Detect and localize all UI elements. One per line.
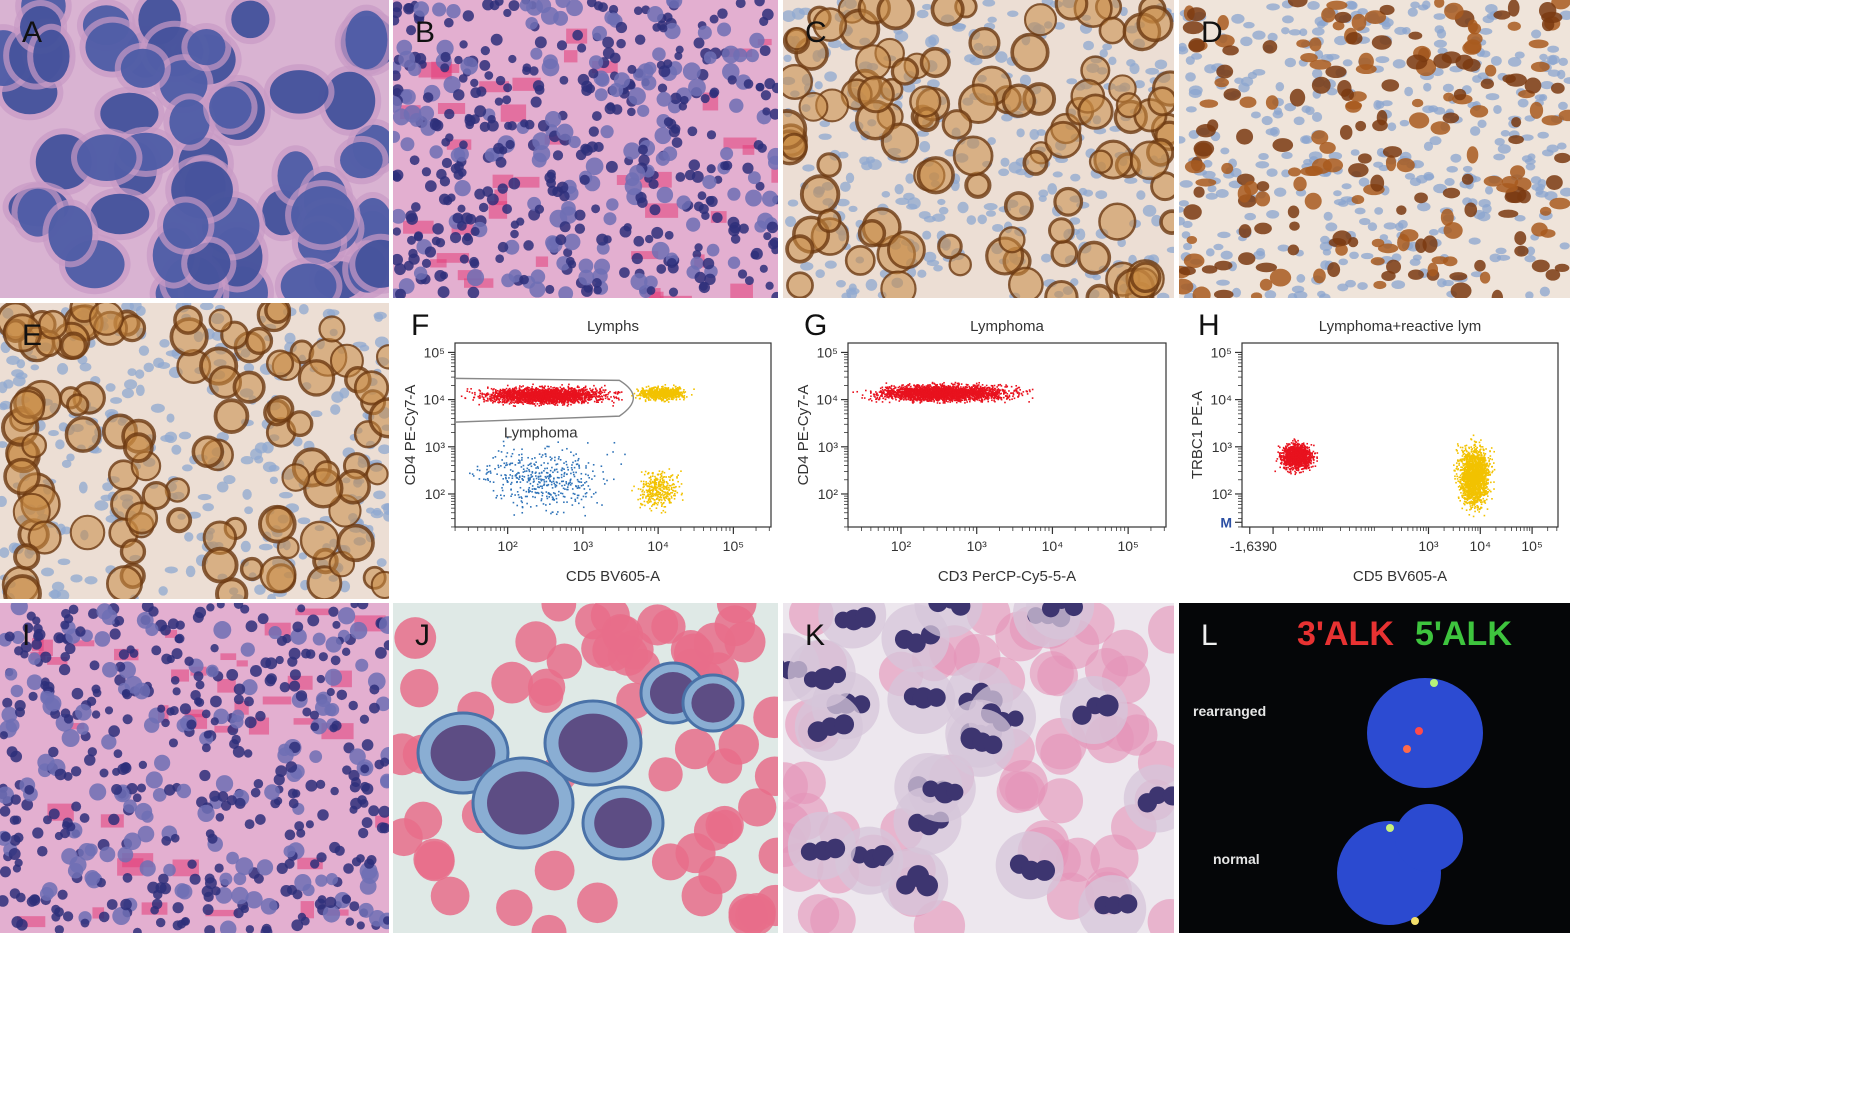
panel-label: D xyxy=(1201,16,1223,49)
x-axis-label: CD3 PerCP-Cy5-5-A xyxy=(938,568,1076,585)
panel-d-micrograph: D xyxy=(1179,0,1570,298)
panel-label: C xyxy=(805,16,827,49)
y-axis-label: CD4 PE-Cy7-A xyxy=(402,385,419,486)
histology-image xyxy=(0,0,389,298)
y-tick-label: 10⁴ xyxy=(423,392,445,408)
panel-j-micrograph: J xyxy=(393,603,778,933)
panel-g-flow-plot: G Lymphoma 10² 10³ 10⁴ 10⁵ 10² 10³ 10⁴ 10⁵ CD3 Pe… xyxy=(786,303,1178,599)
series-lymphoma xyxy=(852,381,1034,405)
panel-label: E xyxy=(22,319,43,352)
x-tick-label: 10⁴ xyxy=(647,538,669,554)
x-axis-label: CD5 BV605-A xyxy=(1353,568,1447,585)
panel-label: A xyxy=(22,16,43,49)
ihc-image xyxy=(0,303,389,599)
x-tick-label: 10⁴ xyxy=(1469,538,1491,554)
panel-e-micrograph: E xyxy=(0,303,389,599)
lymphoma-gate xyxy=(454,377,635,423)
panel-label: B xyxy=(415,16,436,49)
series-reactive xyxy=(631,468,684,514)
y-axis-label: TRBC1 PE-A xyxy=(1189,391,1206,479)
panel-b-micrograph: B xyxy=(393,0,778,298)
x-tick-label: 0 xyxy=(1269,538,1277,554)
plot-title: Lymphs xyxy=(587,318,639,335)
panel-label: F xyxy=(411,309,430,342)
ihc-image xyxy=(1179,0,1570,298)
x-tick-label: 10² xyxy=(498,538,519,554)
y-tick-label: 10⁵ xyxy=(1211,344,1232,360)
panel-k-micrograph: K xyxy=(783,603,1174,933)
panel-label: K xyxy=(805,619,826,652)
cell-label-rearranged: rearranged xyxy=(1193,703,1267,719)
panel-c-micrograph: C xyxy=(783,0,1174,298)
cytology-image xyxy=(393,603,778,933)
series-reactive xyxy=(631,384,695,403)
y-tick-label: 10² xyxy=(818,486,839,502)
series-lymphoma xyxy=(1274,438,1319,476)
cytology-image xyxy=(783,603,1174,933)
plot-frame xyxy=(454,342,772,528)
y-tick-label: 10⁵ xyxy=(424,344,445,360)
y-tick-label: 10⁴ xyxy=(816,392,838,408)
gate-label: Lymphoma xyxy=(504,424,578,441)
panel-label: J xyxy=(415,619,430,652)
x-tick-label: 10⁴ xyxy=(1042,538,1064,554)
series-reactive xyxy=(1453,434,1496,518)
flow-plot-f: Lymphs 10² 10³ 10⁴ 10⁵ 10² 10³ 10⁴ 10⁵ CD5 BV605-… xyxy=(402,318,772,585)
plot-frame xyxy=(1241,342,1559,528)
flow-plot-g: Lymphoma 10² 10³ 10⁴ 10⁵ 10² 10³ 10⁴ 10⁵ CD3 PerC… xyxy=(795,318,1167,585)
panel-f-flow-plot: F Lymphs 10² 10³ 10⁴ 10⁵ 10² 10³ 10⁴ 10⁵ CD5 BV60… xyxy=(393,303,783,599)
plot-title: Lymphoma+reactive lym xyxy=(1319,318,1481,335)
x-tick-label: 10³ xyxy=(1418,538,1439,554)
y-tick-label: 10³ xyxy=(1212,439,1233,455)
cell-label-normal: normal xyxy=(1213,851,1260,867)
panel-label: H xyxy=(1198,309,1220,342)
probe-label-3-alk: 3'ALK xyxy=(1297,615,1394,653)
plot-points xyxy=(460,383,695,517)
plot-points xyxy=(1274,434,1496,518)
panel-h-flow-plot: H Lymphoma+reactive lym -1,639 0 10³ 10⁴ 10⁵ M… xyxy=(1180,303,1570,599)
x-tick-label: -1,639 xyxy=(1230,538,1270,554)
flow-plot-h: Lymphoma+reactive lym -1,639 0 10³ 10⁴ 10⁵ M 10… xyxy=(1189,318,1559,585)
plot-points xyxy=(852,381,1034,405)
x-tick-label: 10⁵ xyxy=(1117,538,1138,554)
x-tick-label: 10³ xyxy=(967,538,988,554)
x-tick-label: 10⁵ xyxy=(723,538,744,554)
y-tick-label: 10³ xyxy=(818,439,839,455)
y-tick-label: 10² xyxy=(425,486,446,502)
fish-image xyxy=(1179,603,1570,933)
series-other xyxy=(469,436,626,517)
x-tick-label: 10⁵ xyxy=(1521,538,1542,554)
y-tick-label: 10⁴ xyxy=(1210,392,1232,408)
x-tick-label: 10² xyxy=(891,538,912,554)
x-axis-label: CD5 BV605-A xyxy=(566,568,660,585)
probe-label-5-alk: 5'ALK xyxy=(1415,615,1512,653)
panel-label: I xyxy=(22,619,31,652)
histology-image xyxy=(0,603,389,933)
panel-label: G xyxy=(804,309,828,342)
y-tick-label: 10² xyxy=(1212,486,1233,502)
ihc-image xyxy=(783,0,1174,298)
plot-title: Lymphoma xyxy=(970,318,1044,335)
x-tick-label: 10³ xyxy=(573,538,594,554)
series-lymphoma xyxy=(460,383,623,407)
y-axis-label: CD4 PE-Cy7-A xyxy=(795,385,812,486)
panel-i-micrograph: I xyxy=(0,603,389,933)
y-tick-label: 10⁵ xyxy=(817,344,838,360)
histology-image xyxy=(393,0,778,298)
panel-l-fish: L 3'ALK 5'ALK rearranged normal xyxy=(1179,603,1570,933)
panel-a-micrograph: A xyxy=(0,0,389,298)
panel-label: L xyxy=(1201,619,1218,652)
y-tick-label: M xyxy=(1220,514,1232,530)
plot-frame xyxy=(847,342,1167,528)
y-tick-label: 10³ xyxy=(425,439,446,455)
